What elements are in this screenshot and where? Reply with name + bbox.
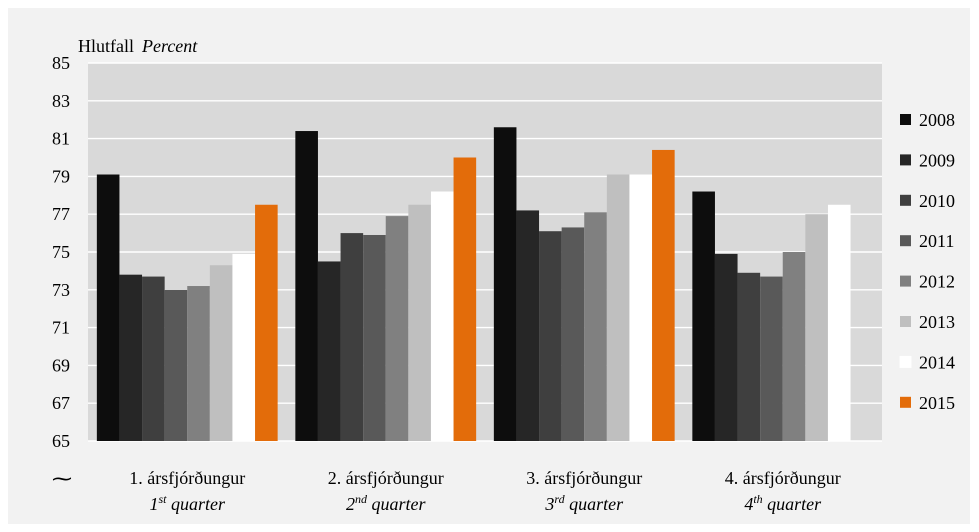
- bar-2015-q2: [453, 157, 477, 441]
- legend-label-2008: 2008: [919, 110, 955, 130]
- x-tick-label-en: 3rd quarter: [544, 492, 624, 514]
- x-tick-label-en: 2nd quarter: [346, 492, 426, 514]
- y-tick-label: 79: [52, 166, 70, 186]
- y-tick-label: 67: [52, 393, 70, 413]
- x-axis-labels: 1. ársfjórðungur 1st quarter 2. ársfjórðun…: [129, 468, 840, 514]
- quarter-word: quarter: [763, 494, 822, 514]
- legend-label-2014: 2014: [919, 352, 955, 372]
- bar-2009-q3: [516, 210, 540, 441]
- quarter-number: 1: [149, 494, 158, 514]
- quarter-ordinal: st: [158, 492, 167, 506]
- y-tick-label: 65: [52, 431, 70, 451]
- bar-2015-q1: [255, 204, 278, 441]
- bar-2013-q1: [209, 265, 233, 441]
- quarter-ordinal: rd: [554, 492, 565, 506]
- bar-2008-q1: [96, 174, 120, 441]
- x-tick-label: 1. ársfjórðungur: [129, 468, 245, 488]
- bar-2010-q2: [340, 233, 364, 441]
- bar-2010-q1: [142, 276, 165, 441]
- y-tick-label: 75: [52, 242, 70, 262]
- quarter-ordinal: th: [753, 492, 762, 506]
- y-tick-label: 85: [52, 53, 70, 73]
- legend-swatch-2012: [900, 275, 911, 287]
- legend-swatch-2008: [900, 114, 911, 125]
- bar-2008-q4: [692, 191, 715, 441]
- legend-label-2012: 2012: [919, 272, 955, 292]
- quarter-word: quarter: [167, 494, 226, 514]
- y-axis-label: Hlutfall Percent: [78, 36, 198, 56]
- y-tick-label: 71: [52, 318, 70, 338]
- bar-2015-q3: [652, 149, 675, 441]
- y-tick-label: 73: [52, 280, 70, 300]
- bar-2011-q4: [760, 276, 783, 441]
- quarter-word: quarter: [367, 494, 426, 514]
- bar-2014-q3: [629, 174, 653, 441]
- bar-2009-q4: [714, 253, 738, 441]
- x-tick-label: 4. ársfjórðungur: [725, 468, 841, 488]
- bar-2012-q1: [187, 286, 210, 441]
- legend-label-2013: 2013: [919, 312, 955, 332]
- legend-swatch-2011: [900, 235, 911, 247]
- bar-2010-q4: [737, 272, 761, 441]
- legend-swatch-2009: [900, 154, 911, 166]
- bar-2008-q3: [493, 127, 517, 441]
- legend-label-2011: 2011: [919, 231, 954, 251]
- quarter-number: 3: [544, 494, 554, 514]
- bar-2010-q3: [539, 231, 562, 441]
- x-tick-label: 3. ársfjórðungur: [526, 468, 642, 488]
- x-tick-label-en: 1st quarter: [149, 492, 226, 514]
- chart-frame: 65 67 69 71 73 75 77 79 81 83 85 1. ársfjórðungur 1…: [8, 8, 970, 524]
- y-axis-ticks: 65 67 69 71 73 75 77 79 81 83 85: [52, 53, 70, 451]
- legend-swatch-2013: [900, 316, 911, 327]
- x-tick-label: 2. ársfjórðungur: [328, 468, 444, 488]
- bar-2008-q2: [295, 131, 318, 441]
- quarter-word: quarter: [565, 494, 624, 514]
- bar-2012-q3: [584, 212, 607, 441]
- bar-2013-q4: [805, 214, 828, 441]
- y-axis-label-en: Percent: [141, 36, 198, 56]
- bar-2012-q4: [782, 252, 806, 441]
- quarter-number: 4: [744, 494, 753, 514]
- y-tick-label: 83: [52, 91, 70, 111]
- legend: 2008 2009 2010 2011 2012 2013 2014 2015: [899, 110, 955, 413]
- y-tick-label: 81: [52, 129, 70, 149]
- y-tick-label: 69: [52, 355, 70, 375]
- bar-2014-q2: [430, 191, 454, 441]
- bar-2013-q3: [606, 174, 630, 441]
- legend-label-2015: 2015: [919, 393, 955, 413]
- bar-2011-q1: [164, 289, 188, 441]
- bar-2009-q2: [317, 261, 341, 441]
- bar-2013-q2: [408, 204, 431, 441]
- bar-2012-q2: [385, 216, 409, 441]
- legend-swatch-2015: [900, 396, 911, 408]
- bars: [96, 127, 851, 441]
- legend-label-2010: 2010: [919, 191, 955, 211]
- legend-swatch-2010: [900, 194, 911, 206]
- x-tick-label-en: 4th quarter: [744, 492, 822, 514]
- quarter-ordinal: nd: [355, 492, 368, 506]
- y-axis-label-is: Hlutfall: [78, 36, 134, 56]
- bar-2009-q1: [119, 274, 143, 441]
- bar-2014-q4: [827, 204, 851, 441]
- bar-2011-q3: [561, 227, 585, 441]
- bar-2014-q1: [232, 253, 256, 441]
- quarter-number: 2: [346, 494, 355, 514]
- bar-2011-q2: [363, 234, 386, 441]
- axis-break-mark: ⁓: [52, 468, 72, 490]
- y-tick-label: 77: [52, 204, 70, 224]
- legend-swatch-2014: [899, 355, 912, 368]
- legend-label-2009: 2009: [919, 150, 955, 170]
